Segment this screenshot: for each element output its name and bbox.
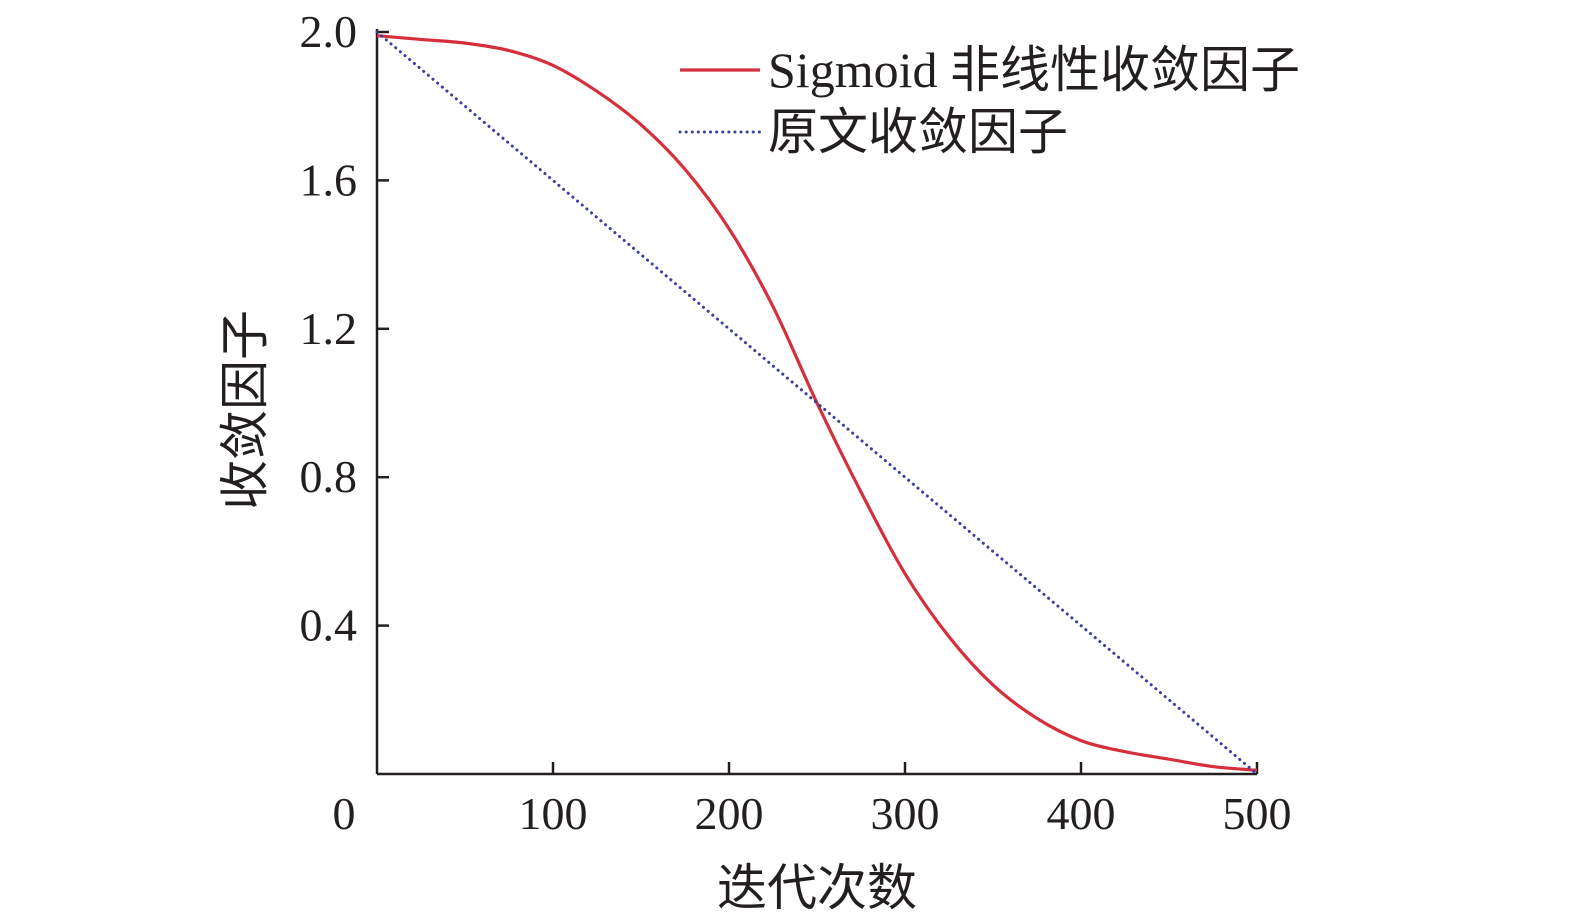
y-tick-label: 2.0 (300, 6, 358, 57)
y-axis-title: 收敛因子 (217, 310, 273, 510)
x-tick-label: 0 (333, 788, 356, 839)
x-tick-label: 200 (695, 788, 764, 839)
legend-label: Sigmoid 非线性收敛因子 (768, 42, 1300, 98)
original-series-line (375, 30, 1259, 776)
x-axis-title: 迭代次数 (717, 860, 917, 916)
x-tick-label: 300 (871, 788, 940, 839)
x-tick-label: 400 (1047, 788, 1116, 839)
y-tick-label: 0.4 (300, 600, 358, 651)
y-tick-label: 1.6 (300, 154, 358, 205)
y-tick-label: 0.8 (300, 451, 358, 502)
sigmoid-series-line (376, 34, 1258, 772)
legend-label: 原文收敛因子 (768, 104, 1068, 160)
x-tick-label: 100 (519, 788, 588, 839)
y-tick-label: 1.2 (300, 303, 358, 354)
x-tick-label: 500 (1223, 788, 1292, 839)
